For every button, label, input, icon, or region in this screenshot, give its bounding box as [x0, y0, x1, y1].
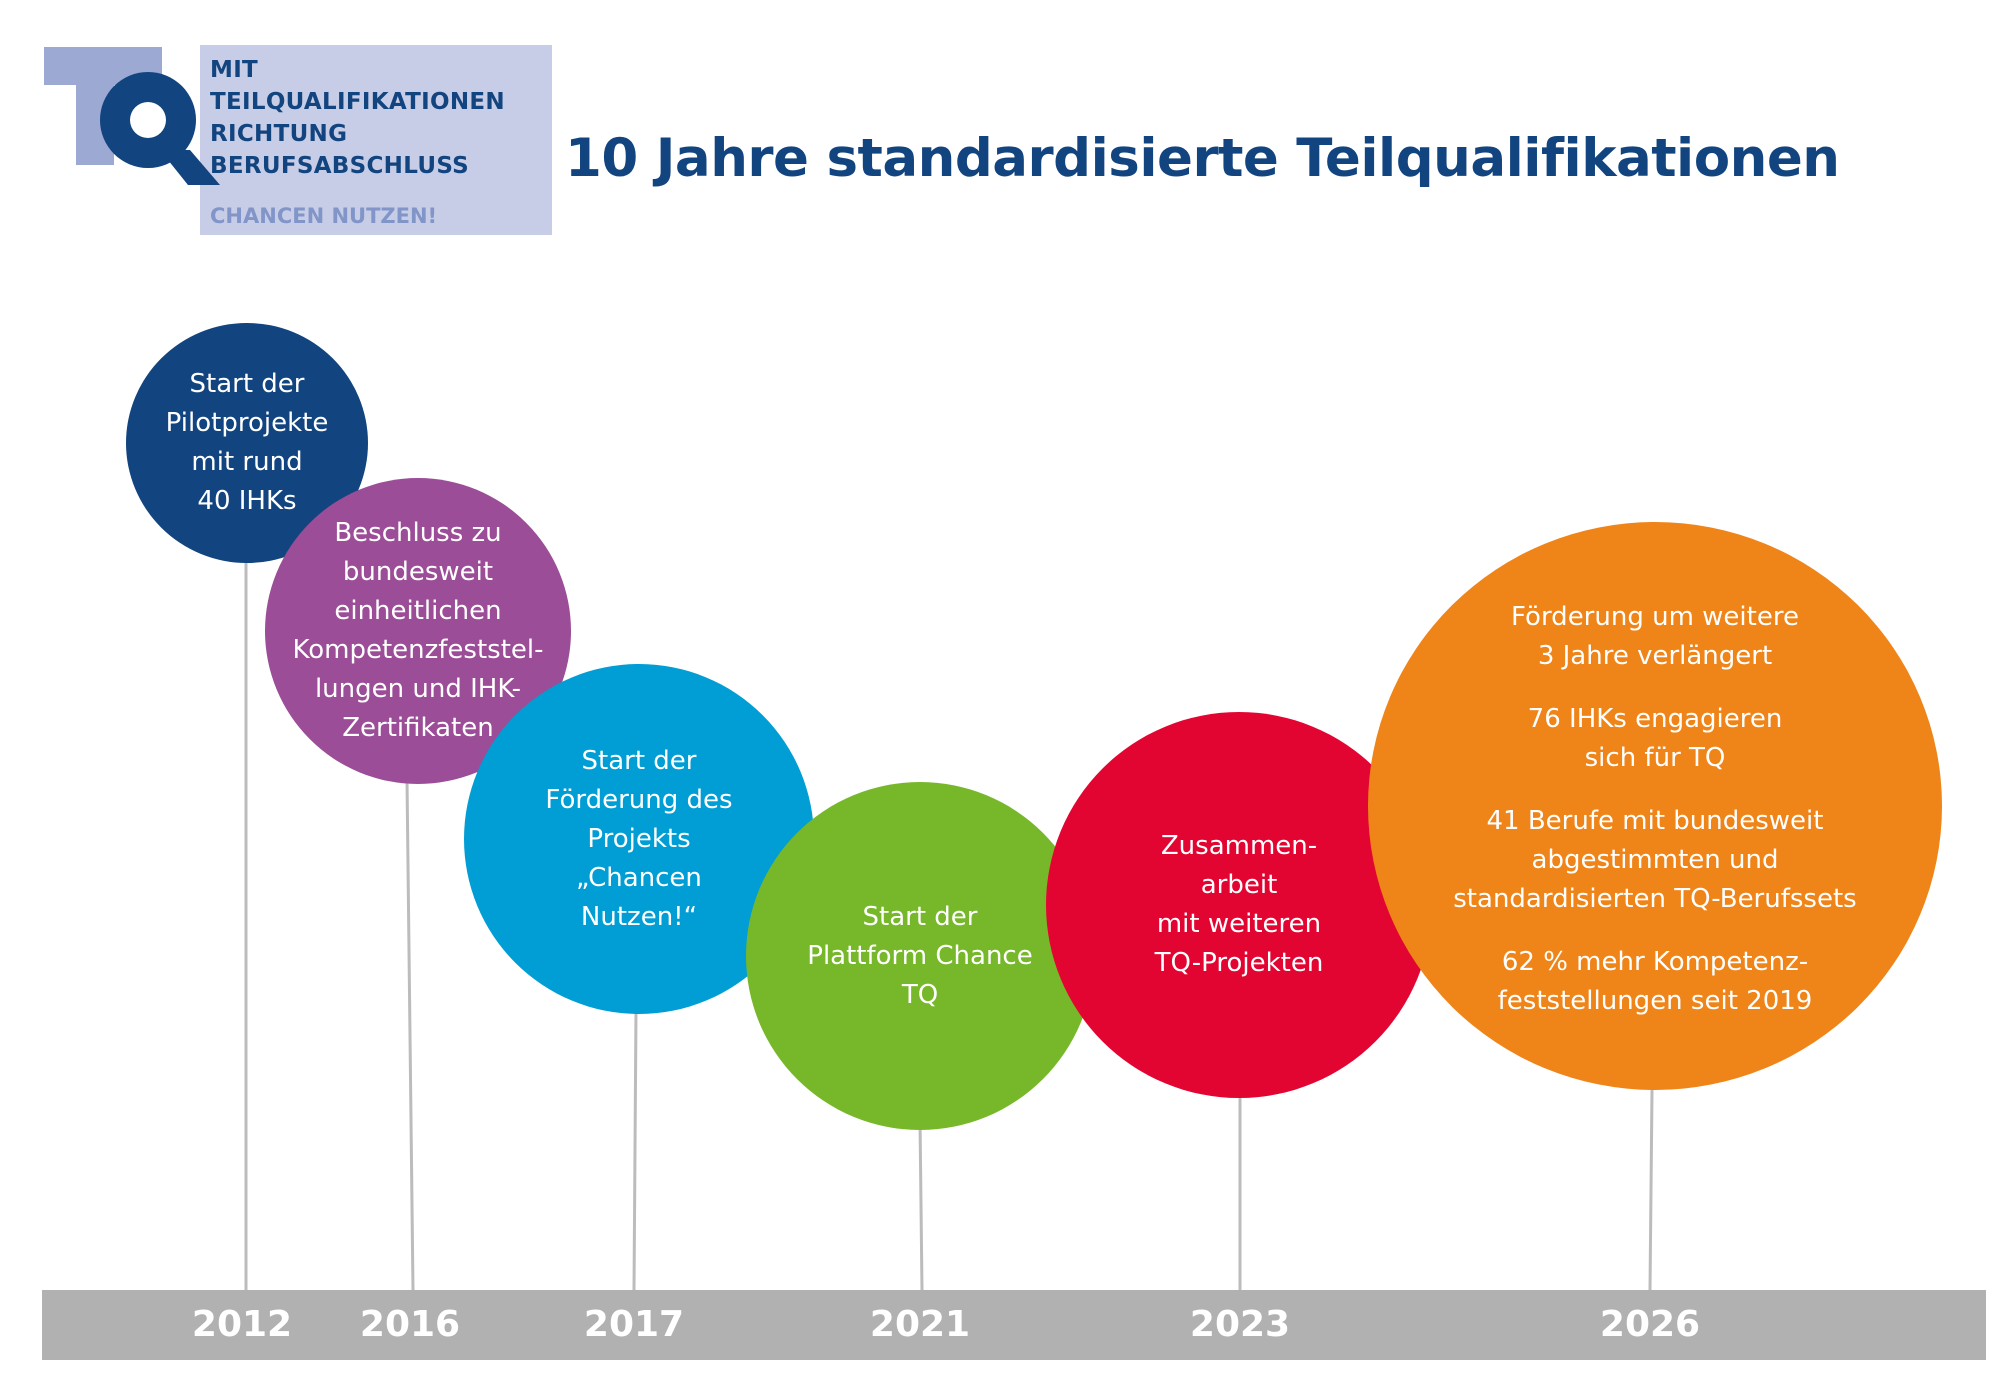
year-label-2023: 2023	[1189, 1304, 1291, 1345]
year-label-2026: 2026	[1599, 1304, 1701, 1345]
tq-logo: MIT TEILQUALIFIKATIONEN RICHTUNG BERUFSA…	[40, 45, 552, 235]
logo-line-2: TEILQUALIFIKATIONEN	[210, 89, 505, 115]
milestone-bubble-2016: Beschluss zu bundesweit einheitlichen Ko…	[265, 478, 571, 784]
logo-speech-box	[200, 45, 552, 235]
stem-2017	[632, 1009, 638, 1291]
logo-line-1: MIT	[210, 57, 259, 83]
milestone-text: Start der Plattform Chance TQ	[807, 901, 1033, 1010]
milestone-text: Förderung um weitere 3 Jahre verlängert	[1511, 601, 1799, 671]
logo-line-3: RICHTUNG	[210, 121, 348, 147]
milestone-bubble-2023: Zusammen- arbeit mit weiteren TQ-Projekt…	[1046, 712, 1432, 1098]
milestone-bubble-2017: Start der Förderung des Projekts „Chance…	[464, 664, 814, 1014]
milestone-bubble-2021: Start der Plattform Chance TQ	[746, 782, 1094, 1130]
year-label-2012: 2012	[191, 1304, 293, 1345]
stem-2021	[918, 1119, 924, 1291]
milestone-text: 62 % mehr Kompetenz- feststellungen seit…	[1497, 946, 1813, 1016]
year-label-2017: 2017	[583, 1304, 685, 1345]
logo-line-4: BERUFSABSCHLUSS	[210, 153, 470, 179]
milestone-text: 76 IHKs engagieren sich für TQ	[1527, 703, 1783, 773]
tq-logo-mark	[44, 47, 220, 185]
stem-2026	[1648, 1089, 1654, 1291]
milestone-text: Zusammen- arbeit mit weiteren TQ-Projekt…	[1154, 831, 1324, 978]
milestone-text: Start der Förderung des Projekts „Chance…	[545, 745, 733, 932]
year-label-2016: 2016	[359, 1304, 461, 1345]
page-title: 10 Jahre standardisierte Teilqualifikati…	[565, 128, 1840, 189]
milestone-bubble-2026: Förderung um weitere 3 Jahre verlängert …	[1368, 522, 1942, 1090]
year-label-2021: 2021	[869, 1304, 971, 1345]
logo-tagline: CHANCEN NUTZEN!	[210, 204, 438, 228]
milestone-text: Start der Pilotprojekte mit rund 40 IHKs	[165, 369, 329, 516]
timeline-axis	[42, 1290, 1986, 1360]
milestone-text: 41 Berufe mit bundesweit abgestimmten un…	[1453, 805, 1857, 914]
stem-2016	[405, 779, 415, 1291]
milestone-text: Beschluss zu bundesweit einheitlichen Ko…	[292, 518, 544, 743]
